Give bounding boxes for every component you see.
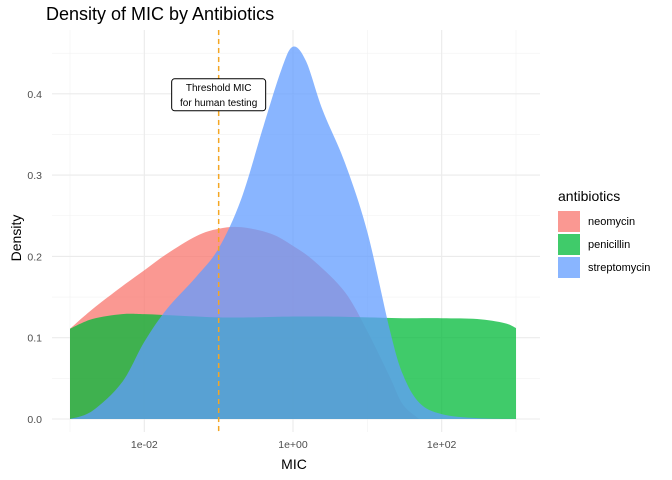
- threshold-label-line: Threshold MIC: [186, 83, 252, 94]
- legend-item-streptomycin: streptomycin: [558, 256, 650, 279]
- legend-title: antibiotics: [558, 188, 621, 204]
- legend-item-penicillin: penicillin: [558, 233, 650, 256]
- legend-key-streptomycin: [558, 257, 580, 278]
- x-tick-label: 1e+02: [427, 439, 457, 451]
- threshold-label-line: for human testing: [180, 98, 257, 109]
- legend-label-penicillin: penicillin: [588, 238, 631, 251]
- y-tick-label: 0.3: [27, 170, 42, 182]
- legend-label-neomycin: neomycin: [588, 215, 636, 228]
- threshold-label-box: [171, 78, 267, 112]
- y-tick-label: 0.1: [27, 333, 42, 345]
- density-area-streptomycin: [70, 46, 516, 419]
- x-axis-label: MIC: [281, 456, 307, 472]
- y-tick-label: 0.2: [27, 251, 42, 263]
- y-axis-label: Density: [8, 214, 24, 262]
- x-tick-label: 1e+00: [278, 439, 308, 451]
- x-tick-label: 1e-02: [131, 439, 158, 451]
- y-tick-label: 0.0: [27, 414, 42, 426]
- legend-label-streptomycin: streptomycin: [588, 261, 651, 274]
- chart-title: Density of MIC by Antibiotics: [46, 4, 275, 24]
- legend-key-penicillin: [558, 234, 580, 255]
- legend-key-neomycin: [558, 211, 580, 232]
- legend: antibiotics neomycin penicillin streptom…: [558, 188, 650, 279]
- y-tick-label: 0.4: [27, 89, 42, 101]
- legend-item-neomycin: neomycin: [558, 210, 650, 233]
